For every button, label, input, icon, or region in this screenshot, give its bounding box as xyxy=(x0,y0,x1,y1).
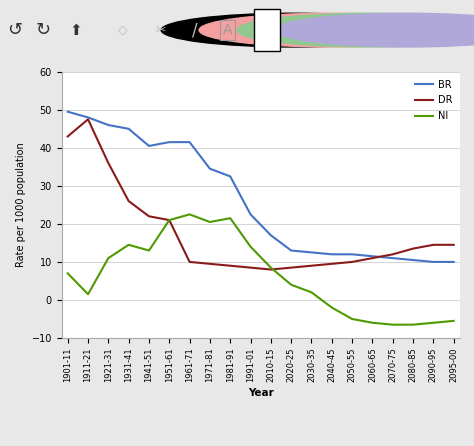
NI xyxy=(349,316,355,322)
Circle shape xyxy=(199,13,465,47)
DR xyxy=(187,259,192,264)
DR xyxy=(390,252,396,257)
BR xyxy=(126,126,131,132)
DR xyxy=(126,198,131,204)
NI xyxy=(248,244,254,249)
Circle shape xyxy=(275,13,474,47)
BR xyxy=(430,259,436,264)
BR xyxy=(410,257,416,263)
Line: BR: BR xyxy=(68,112,454,262)
NI xyxy=(106,256,111,261)
NI xyxy=(288,282,294,287)
DR xyxy=(166,217,172,223)
BR xyxy=(228,173,233,179)
DR xyxy=(146,214,152,219)
BR xyxy=(390,256,396,261)
NI xyxy=(329,305,335,310)
NI xyxy=(390,322,396,327)
FancyBboxPatch shape xyxy=(254,9,280,51)
DR xyxy=(370,256,375,261)
BR xyxy=(187,140,192,145)
DR xyxy=(268,267,273,272)
DR xyxy=(228,263,233,268)
DR xyxy=(349,259,355,264)
Line: NI: NI xyxy=(68,215,454,325)
NI xyxy=(207,219,213,225)
BR xyxy=(146,143,152,149)
DR xyxy=(309,263,314,268)
Y-axis label: Rate per 1000 population: Rate per 1000 population xyxy=(16,143,26,267)
BR xyxy=(329,252,335,257)
BR xyxy=(85,115,91,120)
DR xyxy=(451,242,456,248)
Circle shape xyxy=(161,13,427,47)
NI xyxy=(187,212,192,217)
X-axis label: Year: Year xyxy=(248,388,273,398)
DR xyxy=(430,242,436,248)
BR xyxy=(451,259,456,264)
Text: A: A xyxy=(223,23,232,37)
NI xyxy=(65,271,71,276)
NI xyxy=(228,215,233,221)
Line: DR: DR xyxy=(68,120,454,269)
NI xyxy=(309,289,314,295)
NI xyxy=(85,292,91,297)
Text: ↻: ↻ xyxy=(35,21,50,39)
Circle shape xyxy=(237,13,474,47)
DR xyxy=(410,246,416,251)
Legend: BR, DR, NI: BR, DR, NI xyxy=(412,77,455,124)
NI xyxy=(451,318,456,323)
DR xyxy=(329,261,335,267)
NI xyxy=(410,322,416,327)
BR xyxy=(65,109,71,114)
NI xyxy=(268,265,273,270)
BR xyxy=(268,233,273,238)
BR xyxy=(106,122,111,128)
DR xyxy=(288,265,294,270)
BR xyxy=(166,140,172,145)
NI xyxy=(370,320,375,326)
Text: ⬆: ⬆ xyxy=(70,23,82,37)
NI xyxy=(166,217,172,223)
Text: ◇: ◇ xyxy=(118,24,128,37)
NI xyxy=(146,248,152,253)
BR xyxy=(248,212,254,217)
BR xyxy=(288,248,294,253)
NI xyxy=(126,242,131,248)
BR xyxy=(309,250,314,255)
NI xyxy=(430,320,436,326)
DR xyxy=(106,161,111,166)
DR xyxy=(85,117,91,122)
DR xyxy=(65,134,71,139)
Text: ↺: ↺ xyxy=(7,21,22,39)
BR xyxy=(349,252,355,257)
BR xyxy=(207,166,213,171)
DR xyxy=(248,265,254,270)
Text: /: / xyxy=(191,21,197,39)
DR xyxy=(207,261,213,267)
Text: ✂: ✂ xyxy=(156,24,166,37)
BR xyxy=(370,253,375,259)
